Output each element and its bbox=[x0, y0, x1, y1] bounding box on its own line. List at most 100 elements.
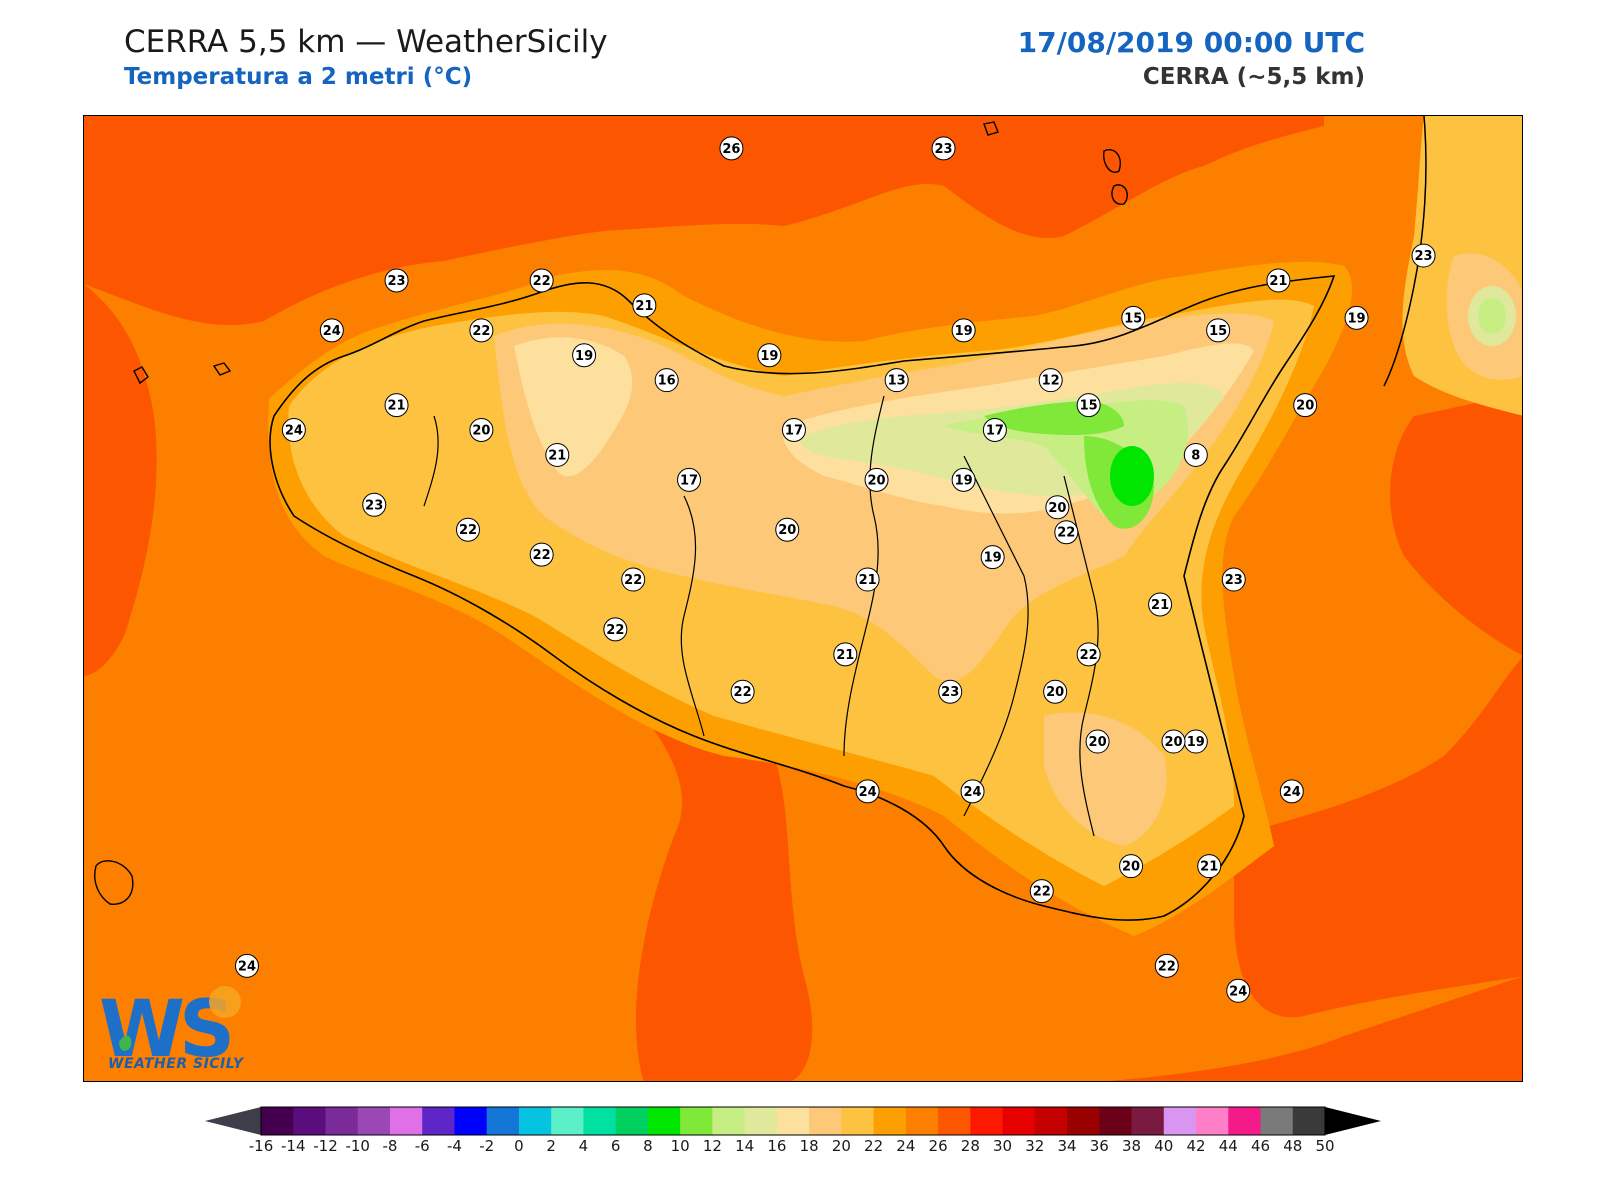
station-temperature: 20 bbox=[469, 418, 494, 443]
colorbar-tick-label: -16 bbox=[248, 1137, 274, 1155]
station-marker bbox=[730, 679, 755, 704]
station-temperature: 12 bbox=[1038, 368, 1063, 393]
station-value: 23 bbox=[1225, 573, 1243, 588]
field-26-28-patch-se bbox=[1234, 658, 1522, 1018]
station-value: 8 bbox=[1191, 448, 1200, 463]
station-temperature: 21 bbox=[1148, 592, 1173, 617]
station-temperature: 17 bbox=[677, 467, 702, 492]
station-marker bbox=[1154, 953, 1179, 978]
station-value: 20 bbox=[472, 424, 490, 439]
colorbar-cell bbox=[1131, 1107, 1165, 1135]
colorbar-tick-label: -12 bbox=[313, 1137, 338, 1155]
station-marker bbox=[1045, 495, 1070, 520]
colorbar-cell bbox=[873, 1107, 907, 1135]
colorbar-tick-label: 24 bbox=[896, 1137, 916, 1155]
colorbar-cell bbox=[1002, 1107, 1036, 1135]
station-marker bbox=[319, 318, 344, 343]
station-temperature: 22 bbox=[1029, 879, 1054, 904]
station-temperature: 23 bbox=[1411, 243, 1436, 268]
station-temperature: 20 bbox=[1085, 729, 1110, 754]
station-marker bbox=[469, 418, 494, 443]
station-temperature: 15 bbox=[1206, 318, 1231, 343]
colorbar-tick-label: 20 bbox=[831, 1137, 851, 1155]
colorbar-tick-label: 36 bbox=[1089, 1137, 1109, 1155]
station-value: 21 bbox=[1200, 860, 1218, 875]
station-marker bbox=[529, 542, 554, 567]
station-marker bbox=[833, 642, 858, 667]
colorbar-cell bbox=[905, 1107, 939, 1135]
station-marker bbox=[677, 467, 702, 492]
station-marker bbox=[1119, 854, 1144, 879]
station-value: 22 bbox=[1057, 526, 1075, 541]
station-marker bbox=[719, 136, 744, 161]
field-26-28-patch-s bbox=[635, 708, 813, 1081]
station-marker bbox=[234, 953, 259, 978]
station-value: 24 bbox=[1229, 984, 1247, 999]
station-value: 22 bbox=[606, 623, 624, 638]
station-value: 21 bbox=[836, 648, 854, 663]
station-value: 21 bbox=[635, 299, 653, 314]
colorbar-cell bbox=[1292, 1107, 1326, 1135]
station-temperature: 22 bbox=[1154, 953, 1179, 978]
station-value: 19 bbox=[575, 349, 593, 364]
station-marker bbox=[982, 418, 1007, 443]
colorbar-cell bbox=[1099, 1107, 1133, 1135]
station-temperature: 24 bbox=[960, 779, 985, 804]
colorbar-cell bbox=[615, 1107, 649, 1135]
station-value: 17 bbox=[785, 424, 803, 439]
colorbar-cell bbox=[583, 1107, 617, 1135]
logo-text: WEATHER SICILY bbox=[108, 1056, 244, 1072]
station-temperature: 26 bbox=[719, 136, 744, 161]
colorbar-over-arrow bbox=[1325, 1107, 1381, 1135]
station-marker bbox=[1411, 243, 1436, 268]
colorbar-cell bbox=[389, 1107, 423, 1135]
station-temperature: 13 bbox=[884, 368, 909, 393]
station-value: 20 bbox=[1046, 685, 1064, 700]
colorbar-tick-label: -6 bbox=[414, 1137, 430, 1155]
station-temperature: 20 bbox=[864, 467, 889, 492]
temperature-map: 26 23 23 22 21 24 22 19 19 19 15 15 21 23 19 16 13 12 15 20… bbox=[83, 115, 1523, 1082]
station-temperature: 19 bbox=[1344, 305, 1369, 330]
colorbar-cell bbox=[486, 1107, 520, 1135]
island-eolie bbox=[983, 121, 1128, 205]
station-value: 17 bbox=[986, 424, 1004, 439]
station-temperature: 20 bbox=[775, 517, 800, 542]
station-temperature: 21 bbox=[632, 293, 657, 318]
station-marker bbox=[781, 418, 806, 443]
station-temperature: 24 bbox=[1226, 978, 1251, 1003]
station-marker bbox=[1161, 729, 1186, 754]
station-marker bbox=[621, 567, 646, 592]
station-value: 15 bbox=[1080, 399, 1098, 414]
colorbar-cell bbox=[325, 1107, 359, 1135]
colorbar-tick-label: 34 bbox=[1057, 1137, 1077, 1155]
colorbar-tick-label: 22 bbox=[864, 1137, 884, 1155]
station-marker bbox=[938, 679, 963, 704]
station-value: 20 bbox=[1122, 860, 1140, 875]
colorbar-cell bbox=[1196, 1107, 1229, 1135]
field-8-10-etna bbox=[1110, 446, 1154, 506]
station-marker bbox=[960, 779, 985, 804]
station-value: 19 bbox=[955, 473, 973, 488]
station-marker bbox=[931, 136, 956, 161]
colorbar-cell bbox=[1034, 1107, 1068, 1135]
station-marker bbox=[469, 318, 494, 343]
station-temperature: 22 bbox=[621, 567, 646, 592]
colorbar-cell bbox=[680, 1107, 713, 1135]
colorbar-tick-label: 0 bbox=[514, 1137, 524, 1155]
colorbar-tick-label: 40 bbox=[1154, 1137, 1174, 1155]
station-value: 21 bbox=[1151, 598, 1169, 613]
station-temperature: 20 bbox=[1293, 393, 1318, 418]
field-26-28-patch-e bbox=[1390, 396, 1522, 655]
station-temperature: 22 bbox=[529, 542, 554, 567]
station-temperature: 24 bbox=[234, 953, 259, 978]
station-temperature: 23 bbox=[931, 136, 956, 161]
station-value: 20 bbox=[1048, 501, 1066, 516]
colorbar-cell bbox=[1067, 1107, 1100, 1135]
station-value: 22 bbox=[734, 685, 752, 700]
temperature-field: 26 23 23 22 21 24 22 19 19 19 15 15 21 23 19 16 13 12 15 20… bbox=[84, 116, 1522, 1081]
station-marker bbox=[654, 368, 679, 393]
station-value: 19 bbox=[984, 551, 1002, 566]
colorbar-tick-label: 30 bbox=[993, 1137, 1013, 1155]
colorbar-under-arrow bbox=[205, 1107, 261, 1135]
station-marker bbox=[884, 368, 909, 393]
